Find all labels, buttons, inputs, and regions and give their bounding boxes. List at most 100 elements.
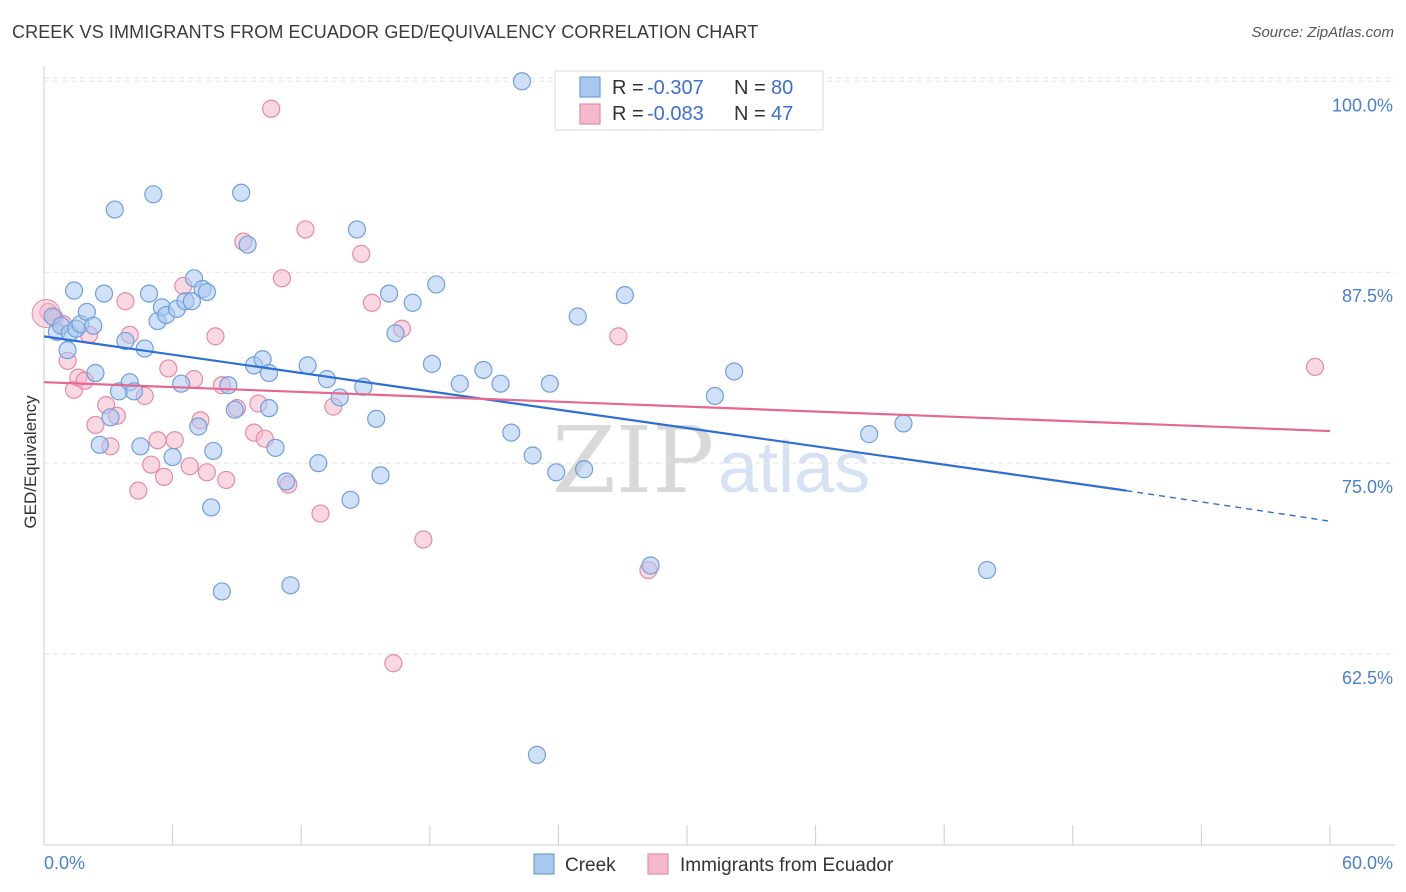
legend-ecuador-swatch	[647, 853, 669, 875]
ecuador-point	[362, 293, 382, 312]
ecuador-point	[165, 431, 184, 450]
ecuador-point	[272, 269, 292, 288]
ecuador-point	[311, 504, 330, 523]
creek-trend-line	[43, 335, 1127, 492]
creek-point	[101, 408, 120, 427]
creek-point	[277, 472, 296, 491]
y-tick-label: 62.5%	[1342, 668, 1393, 688]
creek-point	[330, 388, 349, 407]
creek-point	[540, 374, 559, 393]
creek-point	[422, 354, 442, 373]
watermark: ZIP atlas	[552, 407, 870, 514]
creek-point	[131, 437, 150, 456]
creek-point	[144, 185, 163, 204]
creek-point	[575, 460, 594, 479]
creek-point	[90, 435, 109, 454]
creek-point	[86, 363, 105, 383]
creek-point	[259, 399, 279, 418]
creek-point	[347, 220, 367, 239]
creek-point	[219, 376, 238, 395]
creek-point	[64, 281, 84, 300]
creek-point	[105, 200, 124, 219]
creek-point	[94, 284, 114, 303]
creek-point	[403, 293, 422, 312]
ecuador-point	[154, 467, 174, 486]
legend-creek-swatch	[533, 853, 555, 875]
creek-point	[212, 582, 231, 601]
creek-point	[512, 72, 532, 91]
ecuador-point	[384, 654, 403, 673]
creek-point	[547, 463, 566, 482]
stats-creek-swatch	[579, 76, 601, 98]
ecuador-point	[1305, 357, 1325, 377]
y-axis-label: GED/Equivalency	[21, 395, 40, 529]
creek-point	[163, 447, 182, 467]
creek-point	[266, 438, 285, 457]
ecuador-point	[148, 431, 167, 450]
ecuador-point	[159, 359, 178, 378]
legend: Creek Immigrants from Ecuador	[533, 853, 894, 876]
creek-point	[615, 286, 634, 305]
creek-point	[641, 556, 660, 575]
ecuador-point	[129, 481, 148, 500]
creek-point	[204, 441, 223, 461]
creek-point	[705, 386, 724, 406]
y-tick-label: 75.0%	[1342, 477, 1393, 497]
creek-point	[225, 400, 244, 419]
y-tick-label: 87.5%	[1342, 286, 1393, 306]
stats-ecuador-r-label: R =	[612, 103, 644, 125]
ecuador-trend-line	[43, 381, 1331, 433]
ecuador-point	[296, 220, 315, 239]
creek-point	[202, 498, 221, 517]
legend-ecuador-label: Immigrants from Ecuador	[680, 855, 894, 876]
creek-point	[527, 745, 547, 764]
creek-point	[860, 425, 879, 444]
series-creek-points	[43, 72, 997, 764]
trend-lines	[43, 335, 1331, 522]
creek-point	[977, 560, 997, 580]
creek-point	[238, 235, 257, 254]
ecuador-point	[142, 455, 161, 474]
ecuador-point	[197, 463, 216, 482]
creek-point	[139, 284, 159, 303]
creek-point	[341, 490, 360, 509]
creek-point	[124, 382, 144, 401]
stats-ecuador-n-value: 47	[771, 103, 793, 125]
watermark-atlas: atlas	[718, 428, 870, 508]
ecuador-point	[116, 292, 135, 311]
axes	[43, 66, 1395, 846]
creek-point	[232, 183, 251, 202]
creek-point	[58, 341, 77, 360]
creek-point	[182, 292, 201, 311]
creek-point	[298, 356, 317, 375]
creek-point	[281, 576, 300, 595]
source-credit: Source: ZipAtlas.com	[1251, 24, 1394, 41]
creek-point	[172, 374, 191, 393]
creek-point	[317, 370, 337, 389]
creek-point	[379, 284, 399, 303]
creek-point	[371, 466, 390, 485]
creek-point	[568, 307, 587, 326]
creek-trend-extension	[1126, 489, 1331, 522]
creek-point	[725, 362, 744, 381]
legend-creek-label: Creek	[565, 855, 616, 876]
stats-ecuador-n-label: N =	[734, 103, 766, 125]
stats-ecuador-swatch	[579, 103, 601, 125]
creek-point	[386, 324, 405, 343]
creek-point	[894, 414, 913, 433]
stats-creek-r-value: -0.307	[647, 77, 704, 99]
creek-point	[427, 275, 446, 294]
creek-point	[197, 282, 216, 302]
watermark-zip: ZIP	[552, 407, 714, 514]
stats-box: R = -0.307 N = 80 R = -0.083 N = 47	[554, 70, 824, 131]
stats-creek-n-label: N =	[734, 77, 766, 99]
ecuador-point	[86, 415, 105, 435]
chart-title: CREEK VS IMMIGRANTS FROM ECUADOR GED/EQU…	[12, 22, 759, 42]
creek-point	[116, 331, 135, 351]
stats-ecuador-r-value: -0.083	[647, 103, 704, 125]
creek-point	[450, 374, 469, 393]
y-tick-label: 100.0%	[1332, 95, 1393, 115]
creek-point	[474, 360, 493, 380]
creek-point	[84, 316, 103, 335]
